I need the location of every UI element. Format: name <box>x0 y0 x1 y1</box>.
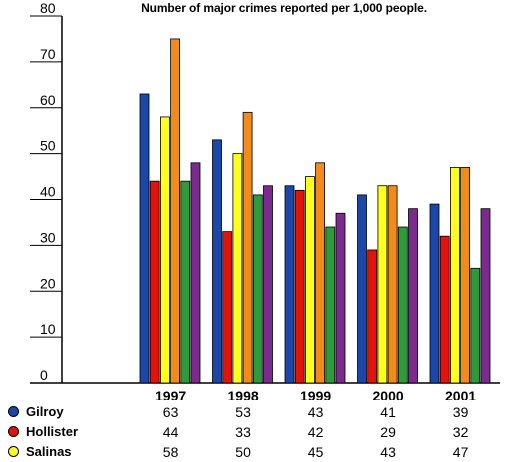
bar-1997-series-5 <box>190 162 201 384</box>
bar-1997-series-4 <box>180 180 191 384</box>
bar-1997-series-1 <box>149 180 160 384</box>
bar-2000-series-3 <box>387 185 398 384</box>
chart-title: Number of major crimes reported per 1,00… <box>141 1 427 15</box>
y-tick-label: 50 <box>40 138 56 154</box>
bar-1999-series-3 <box>315 162 326 384</box>
bar-1998-series-3 <box>242 111 253 384</box>
table-cell: 44 <box>162 424 179 440</box>
table-cell: 32 <box>452 424 469 440</box>
legend-dot-icon <box>8 406 19 417</box>
x-tick-label: 2001 <box>445 388 476 400</box>
table-cell: 43 <box>307 404 324 420</box>
series-name: Salinas <box>26 444 72 459</box>
table-cell: 45 <box>307 444 324 460</box>
x-tick-label: 1998 <box>228 388 259 400</box>
bar-2000-series-5 <box>408 208 418 384</box>
table-row: Gilroy 63 53 43 41 39 <box>0 402 506 422</box>
table-cell: 43 <box>380 444 396 460</box>
bar-2001-series-2 <box>449 166 460 384</box>
x-tick-label: 2000 <box>373 388 404 400</box>
bar-2000-series-0 <box>357 194 367 384</box>
bar-2001-series-0 <box>429 203 440 384</box>
bars <box>139 38 491 384</box>
bar-2001-series-1 <box>439 235 450 384</box>
bar-1998-series-4 <box>252 194 263 384</box>
bar-1999-series-4 <box>325 226 336 384</box>
bar-2001-series-3 <box>460 166 471 384</box>
table-cell: 41 <box>380 404 396 420</box>
bar-2000-series-2 <box>377 185 388 384</box>
table-row: Salinas 58 50 45 43 47 <box>0 442 506 462</box>
y-tick-label: 0 <box>40 367 48 383</box>
bar-1999-series-5 <box>335 212 346 384</box>
y-tick-label: 30 <box>40 229 56 245</box>
bar-2001-series-5 <box>480 208 491 384</box>
y-tick-label: 70 <box>40 46 56 62</box>
bar-1998-series-0 <box>212 139 222 384</box>
x-axis-labels: 1997 1998 1999 2000 2001 <box>155 388 476 400</box>
y-tick-label: 80 <box>40 0 56 16</box>
bar-2001-series-4 <box>470 267 481 384</box>
bar-2000-series-1 <box>367 249 378 384</box>
table-cell: 33 <box>235 424 251 440</box>
series-name: Hollister <box>26 424 79 439</box>
y-tick-label: 40 <box>40 184 56 200</box>
y-tick-label: 20 <box>40 275 56 291</box>
bar-1997-series-0 <box>139 93 150 384</box>
bar-1999-series-2 <box>304 176 315 384</box>
bar-chart: 0 10 20 30 40 50 60 70 80 1997 1998 1999 2000 2001 <box>30 0 500 400</box>
bar-1999-series-0 <box>284 185 295 384</box>
x-tick-label: 1999 <box>300 388 331 400</box>
table-cell: 63 <box>162 404 179 420</box>
bar-1998-series-1 <box>222 231 233 384</box>
bar-1997-series-2 <box>159 116 170 384</box>
table-cell: 58 <box>162 444 179 460</box>
legend-dot-icon <box>8 426 19 437</box>
table-cell: 47 <box>452 444 469 460</box>
y-tick-label: 60 <box>40 92 56 108</box>
table-cell: 42 <box>307 424 324 440</box>
y-tick-label: 10 <box>40 321 56 337</box>
bar-2000-series-4 <box>397 226 408 384</box>
legend-dot-icon <box>8 446 19 457</box>
x-tick-label: 1997 <box>155 388 186 400</box>
bar-1997-series-3 <box>170 38 181 384</box>
bar-1999-series-1 <box>294 189 305 384</box>
table-row: Hollister 44 33 42 29 32 <box>0 422 506 442</box>
table-cell: 39 <box>452 404 469 420</box>
table-cell: 53 <box>235 404 251 420</box>
series-name: Gilroy <box>26 404 64 419</box>
bar-1998-series-5 <box>263 185 273 384</box>
bar-1998-series-2 <box>232 153 243 384</box>
table-cell: 29 <box>380 424 396 440</box>
table-cell: 50 <box>235 444 251 460</box>
